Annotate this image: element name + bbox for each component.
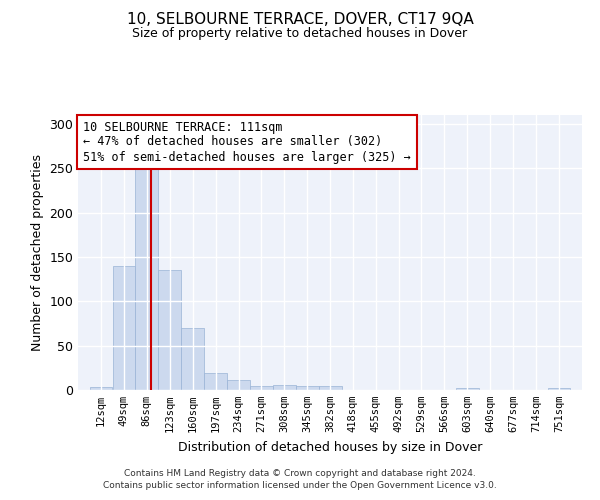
Text: Size of property relative to detached houses in Dover: Size of property relative to detached ho…	[133, 28, 467, 40]
Bar	[136, 166, 158, 390]
Bar	[548, 388, 571, 390]
X-axis label: Distribution of detached houses by size in Dover: Distribution of detached houses by size …	[178, 440, 482, 454]
Bar	[296, 386, 319, 390]
Bar	[273, 384, 296, 390]
Bar	[158, 270, 181, 390]
Bar	[456, 388, 479, 390]
Bar	[319, 386, 341, 390]
Y-axis label: Number of detached properties: Number of detached properties	[31, 154, 44, 351]
Bar	[227, 380, 250, 390]
Bar	[205, 373, 227, 390]
Bar	[181, 328, 204, 390]
Bar	[250, 386, 273, 390]
Bar	[113, 266, 135, 390]
Text: 10 SELBOURNE TERRACE: 111sqm
← 47% of detached houses are smaller (302)
51% of s: 10 SELBOURNE TERRACE: 111sqm ← 47% of de…	[83, 120, 411, 164]
Bar	[89, 388, 112, 390]
Text: Contains HM Land Registry data © Crown copyright and database right 2024.
Contai: Contains HM Land Registry data © Crown c…	[103, 468, 497, 490]
Text: 10, SELBOURNE TERRACE, DOVER, CT17 9QA: 10, SELBOURNE TERRACE, DOVER, CT17 9QA	[127, 12, 473, 28]
